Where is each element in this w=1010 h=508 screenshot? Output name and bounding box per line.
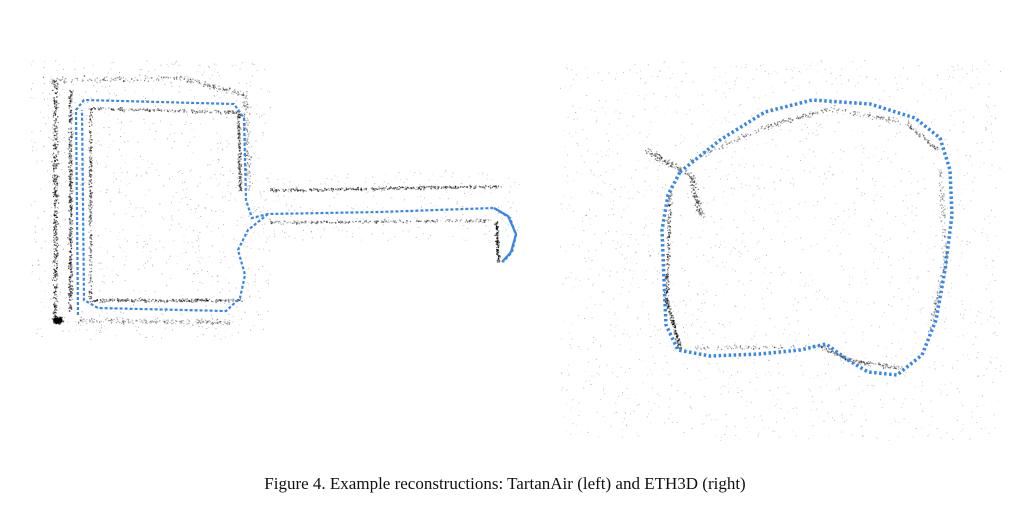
tartanair-reconstruction: [30, 60, 520, 340]
figure-reconstructions: [30, 60, 1001, 441]
tartanair-point-cloud: [30, 60, 520, 340]
figure-caption: Figure 4. Example reconstructions: Tarta…: [264, 474, 746, 493]
eth3d-point-cloud: [560, 60, 1001, 441]
tartanair-trajectory-end: [493, 207, 518, 263]
eth3d-reconstruction: [560, 60, 1001, 441]
eth3d-trajectory: [660, 98, 954, 377]
tartanair-trajectory: [74, 98, 518, 316]
